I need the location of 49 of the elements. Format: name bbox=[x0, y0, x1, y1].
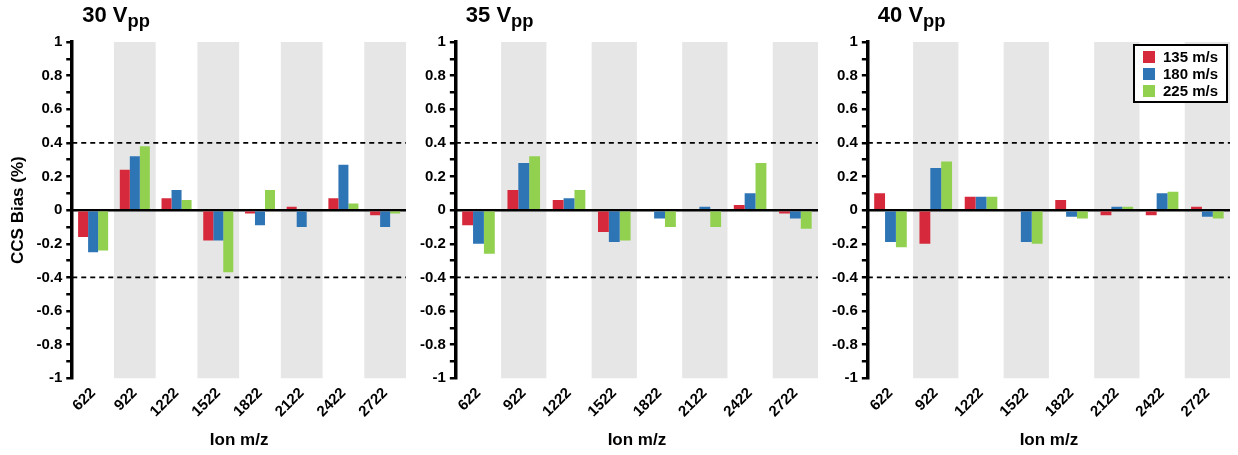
y-tick-label: -0.2 bbox=[36, 233, 63, 251]
y-tick-label: -0.4 bbox=[419, 267, 447, 285]
y-tick-label: -1 bbox=[48, 368, 63, 386]
x-tick-label: 922 bbox=[499, 383, 529, 414]
y-tick-label: 0.6 bbox=[836, 99, 858, 117]
legend-label: 135 m/s bbox=[1162, 48, 1218, 65]
y-tick-label: 0.2 bbox=[836, 166, 858, 184]
y-tick-label: -1 bbox=[432, 368, 446, 386]
y-tick-label: -0.8 bbox=[419, 334, 446, 352]
y-tick-label: -0.6 bbox=[831, 301, 858, 319]
x-tick-label: 622 bbox=[453, 383, 484, 414]
y-tick-label: -0.6 bbox=[419, 301, 446, 319]
x-axis-title: Ion m/z bbox=[607, 430, 667, 450]
x-tick-label: 622 bbox=[68, 383, 99, 414]
y-axis-title: CCS Bias (%) bbox=[7, 156, 27, 264]
y-tick-label: 0.2 bbox=[424, 166, 446, 184]
y-tick-label: -0.4 bbox=[36, 267, 63, 285]
x-tick-label: 922 bbox=[110, 383, 140, 414]
y-tick-label: 0.6 bbox=[424, 99, 446, 117]
y-tick-label: -0.4 bbox=[831, 267, 859, 285]
y-tick-label: -0.2 bbox=[831, 233, 858, 251]
y-tick-label: -1 bbox=[844, 368, 858, 386]
x-tick-label: 622 bbox=[865, 383, 896, 414]
y-tick-label: 1 bbox=[53, 32, 63, 50]
y-tick-label: 0.8 bbox=[424, 65, 446, 83]
y-tick-label: 0 bbox=[437, 200, 446, 218]
y-tick-label: 0.8 bbox=[41, 65, 63, 83]
legend-label: 180 m/s bbox=[1162, 65, 1218, 82]
y-tick-label: 0 bbox=[53, 200, 63, 218]
y-tick-label: 0.2 bbox=[41, 166, 63, 184]
chart-title: 30 V$_{pp}$ bbox=[82, 2, 150, 33]
y-tick-label: 0.4 bbox=[836, 133, 859, 151]
x-axis-title: Ion m/z bbox=[209, 430, 269, 450]
x-tick-label: 922 bbox=[911, 383, 941, 414]
y-tick-label: -0.6 bbox=[36, 301, 63, 319]
y-tick-label: 0.4 bbox=[424, 133, 447, 151]
y-tick-label: -0.8 bbox=[36, 334, 63, 352]
y-tick-label: -0.2 bbox=[419, 233, 446, 251]
chart-title: 40 V$_{pp}$ bbox=[877, 2, 946, 33]
y-tick-label: 0 bbox=[849, 200, 858, 218]
y-tick-label: 0.8 bbox=[836, 65, 858, 83]
y-tick-label: 1 bbox=[849, 32, 858, 50]
y-tick-label: 1 bbox=[437, 32, 446, 50]
y-tick-label: 0.4 bbox=[41, 133, 63, 151]
chart-title: 35 V$_{pp}$ bbox=[465, 2, 534, 33]
legend-label: 225 m/s bbox=[1162, 82, 1218, 99]
y-tick-label: -0.8 bbox=[831, 334, 858, 352]
x-axis-title: Ion m/z bbox=[1019, 430, 1079, 450]
y-tick-label: 0.6 bbox=[41, 99, 63, 117]
